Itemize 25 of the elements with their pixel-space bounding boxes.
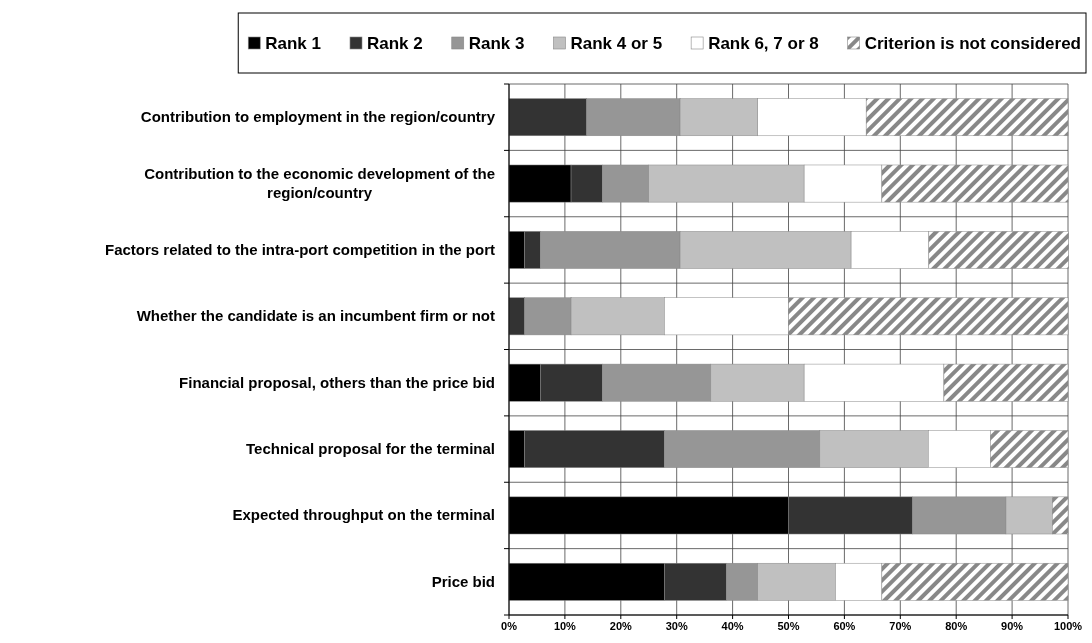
x-tick-label: 20% bbox=[609, 620, 633, 632]
x-tick-label: 10% bbox=[553, 620, 577, 632]
y-tick-label: Contribution to the economic development of the region/country bbox=[144, 165, 496, 202]
legend-label: Rank 3 bbox=[468, 34, 525, 53]
y-tick-label: Whether the candidate is an incumbent firm or not bbox=[136, 307, 495, 325]
x-tick-label: 60% bbox=[833, 620, 856, 632]
x-tick-label: 0% bbox=[501, 620, 518, 632]
y-tick-label: Factors related to the intra-port competition in the port bbox=[104, 240, 495, 258]
legend-label: Rank 2 bbox=[367, 34, 423, 53]
x-tick-label: 90% bbox=[1001, 620, 1024, 632]
legend-label: Rank 1 bbox=[265, 34, 321, 53]
y-tick-label: Price bid bbox=[431, 572, 495, 590]
y-tick-label: Contribution to employment in the region/country bbox=[140, 108, 496, 126]
y-tick-label: Technical proposal for the terminal bbox=[246, 440, 495, 458]
x-tick-label: 70% bbox=[889, 620, 912, 632]
x-tick-label: 100% bbox=[1053, 620, 1083, 632]
x-tick-label: 30% bbox=[665, 620, 688, 632]
x-tick-label: 50% bbox=[777, 620, 800, 632]
y-tick-label: Expected throughput on the terminal bbox=[232, 506, 495, 524]
x-tick-label: 40% bbox=[721, 620, 744, 632]
y-tick-label: Financial proposal, others than the price bid bbox=[179, 373, 495, 391]
legend-label: Rank 6, 7 or 8 bbox=[708, 34, 819, 53]
legend-label: Criterion is not considered bbox=[864, 34, 1081, 53]
legend-label: Rank 4 or 5 bbox=[570, 34, 663, 53]
x-tick-label: 80% bbox=[945, 620, 968, 632]
